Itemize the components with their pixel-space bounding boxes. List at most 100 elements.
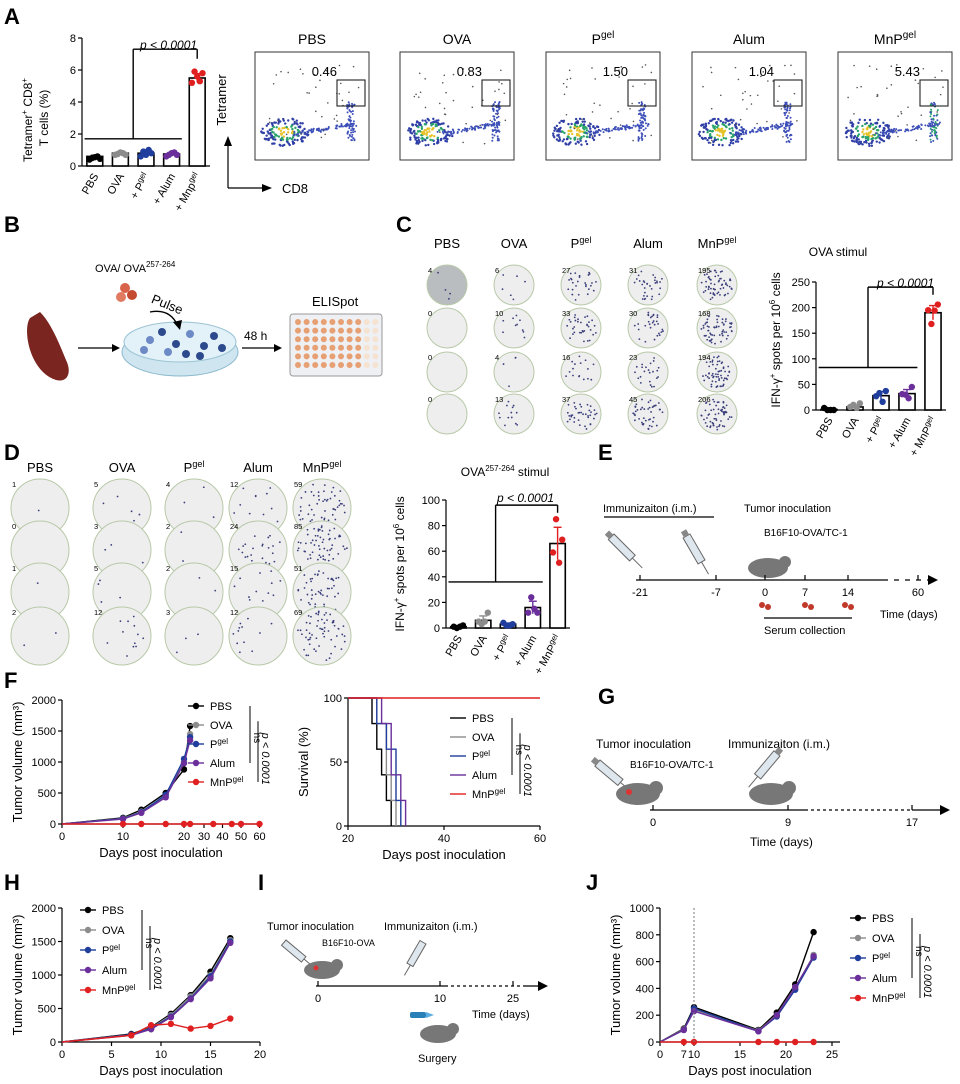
flow-dot: [498, 81, 500, 83]
timeline-tick-label: 0: [650, 817, 656, 829]
flow-dot: [637, 138, 640, 141]
flow-dot: [624, 128, 627, 131]
flow-dot: [631, 102, 633, 105]
flow-dot: [646, 124, 649, 127]
flow-dot: [579, 139, 582, 142]
elispot-spot: [634, 406, 637, 408]
flow-dot: [783, 126, 786, 129]
elispot-spot: [711, 372, 714, 375]
plate-well: [320, 344, 327, 351]
flow-dot: [417, 136, 420, 139]
y-axis-label: Tumor volume (mm³): [608, 915, 623, 1036]
flow-dot: [560, 119, 563, 123]
legend-label: OVA: [102, 925, 125, 937]
dish-cells: [140, 328, 226, 360]
flow-dot: [348, 127, 351, 130]
flow-dot: [760, 75, 762, 78]
elispot-spot: [325, 500, 328, 502]
elispot-spot: [330, 652, 332, 655]
flow-y-arrowhead: [224, 136, 232, 146]
flow-dot: [414, 123, 418, 126]
flow-dot: [749, 131, 752, 134]
elispot-spot: [641, 283, 644, 286]
elispot-spot: [268, 562, 271, 565]
elispot-spot: [593, 324, 596, 327]
elispot-spot: [315, 612, 318, 615]
flow-dot: [900, 112, 903, 115]
elispot-spot: [588, 271, 590, 274]
elispot-spot: [716, 385, 719, 388]
elispot-spot: [299, 510, 302, 512]
flow-dot: [936, 111, 938, 113]
flow-dot: [424, 106, 427, 109]
y-axis-label: Tumor volume (mm³): [10, 915, 25, 1036]
elispot-spot: [250, 554, 253, 556]
elispot-spot: [317, 613, 320, 616]
flow-dot: [336, 120, 338, 122]
elispot-spot: [730, 287, 733, 290]
elispot-spot: [183, 501, 186, 504]
elispot-spot: [722, 379, 725, 382]
elispot-spot: [719, 270, 722, 273]
plate-well: [346, 362, 353, 368]
data-point: [830, 406, 838, 414]
elispot-spot: [498, 412, 500, 415]
flow-gate: [919, 79, 949, 107]
flow-dot: [599, 104, 601, 106]
elispot-spot: [634, 410, 637, 413]
flow-dot: [555, 129, 559, 133]
flow-dot: [280, 132, 283, 135]
elispot-spot: [512, 298, 515, 301]
elispot-spot: [648, 380, 651, 383]
elispot-count: 33: [562, 309, 570, 318]
elispot-spot: [322, 632, 324, 635]
flow-dot: [282, 119, 286, 122]
x-tick-label: 20: [780, 1049, 792, 1061]
flow-dot: [706, 138, 709, 142]
flow-dot: [274, 121, 278, 124]
elispot-spot: [727, 292, 729, 295]
elispot-spot: [592, 363, 595, 366]
plate-well: [329, 362, 336, 368]
flow-dot: [850, 132, 853, 135]
flow-dot: [287, 128, 290, 131]
flow-dot: [557, 139, 560, 143]
flow-dot: [468, 127, 471, 130]
flow-dot: [895, 131, 898, 134]
flow-dot: [441, 128, 444, 131]
flow-dot: [418, 72, 421, 75]
y-tick-label: 1000: [32, 757, 56, 769]
flow-dot: [910, 129, 913, 132]
elispot-spot: [298, 514, 301, 516]
elispot-spot: [243, 641, 245, 644]
flow-dot: [640, 135, 643, 138]
flow-dot: [607, 130, 610, 133]
elispot-spot: [332, 557, 335, 560]
elispot-spot: [330, 577, 333, 580]
elispot-count: 24: [230, 522, 238, 531]
flow-dot: [484, 126, 487, 129]
elispot-count: 6: [495, 266, 499, 275]
elispot-count: 2: [166, 522, 170, 531]
elispot-spot: [323, 547, 326, 550]
plate-well: [320, 353, 327, 360]
elispot-spot: [722, 287, 725, 289]
legend-label: OVA: [472, 732, 495, 744]
flow-dot: [503, 92, 506, 95]
elispot-spot: [119, 620, 122, 623]
panel-a-bar-chart: Tetramer+ CD8+ T cells (%) p < 0.0001 02…: [20, 33, 210, 214]
header-base: MnP: [698, 236, 725, 251]
elispot-spot: [595, 412, 598, 415]
flow-dot: [851, 125, 854, 128]
flow-dot: [914, 79, 917, 81]
legend-sup: gel: [217, 737, 228, 746]
elispot-spot: [319, 591, 322, 594]
flow-dot: [876, 93, 879, 96]
elispot-spot: [335, 635, 338, 637]
panel-b-arrowhead2: [274, 344, 282, 352]
panel-e-timeline: Immunizaiton (i.m.) Tumor inoculation B1…: [603, 503, 938, 637]
blood-drop-icon: [802, 602, 814, 610]
elispot-spot: [656, 369, 659, 372]
elispot-spot: [324, 510, 326, 512]
flow-dot: [553, 136, 556, 139]
